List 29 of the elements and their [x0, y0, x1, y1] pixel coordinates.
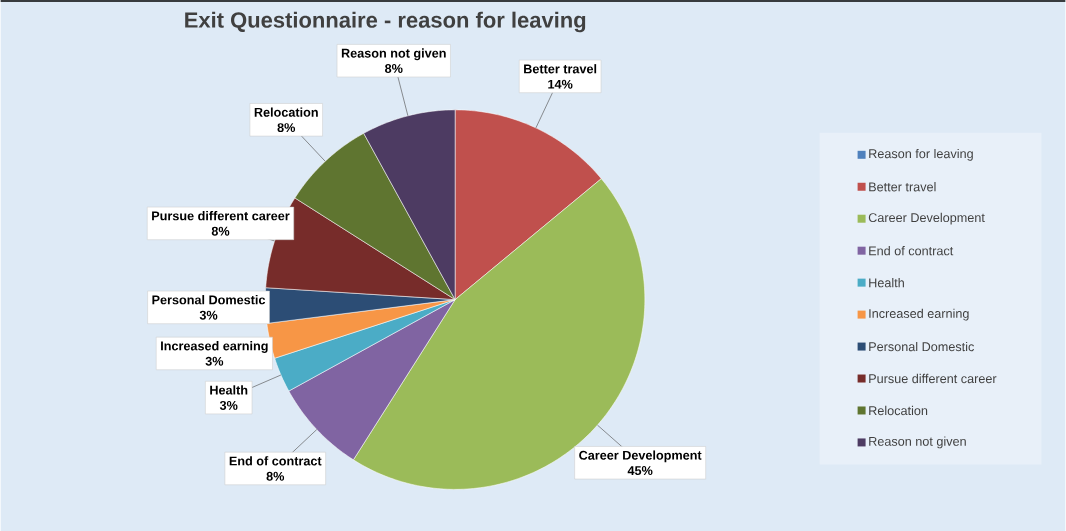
- slice-label: Career Development: [579, 450, 702, 463]
- legend-label: Reason for leaving: [869, 148, 973, 161]
- slice-label: End of contract: [229, 456, 322, 466]
- data-label: 45%: [627, 465, 653, 475]
- data-label: 3%: [205, 356, 224, 366]
- slice-label: Increased earning: [161, 340, 268, 353]
- slice-label: Reason not given: [341, 48, 446, 61]
- slice-label: Pursue different career: [152, 210, 290, 221]
- chart-title: Exit Questionnaire - reason for leaving: [185, 11, 586, 33]
- data-label: 8%: [266, 471, 285, 481]
- legend-label: Increased earning: [869, 308, 969, 321]
- slice-label: Better travel: [524, 63, 597, 74]
- legend-label: Pursue different career: [869, 373, 997, 384]
- data-label: 3%: [199, 310, 218, 320]
- slice-label: Personal Domestic: [152, 294, 266, 305]
- data-label: 8%: [277, 122, 296, 132]
- legend-label: Reason not given: [869, 436, 966, 449]
- legend-label: Better travel: [869, 181, 936, 192]
- data-label: 3%: [219, 400, 238, 410]
- legend-label: Career Development: [868, 212, 985, 225]
- data-label: 8%: [211, 226, 230, 236]
- slice-label: Relocation: [254, 107, 318, 117]
- slice-label: Health: [210, 385, 248, 395]
- data-label: 14%: [548, 79, 573, 89]
- legend-label: Personal Domestic: [869, 341, 974, 352]
- legend-label: End of contract: [869, 245, 954, 256]
- legend-label: Relocation: [869, 405, 928, 415]
- legend-label: Health: [869, 277, 904, 288]
- data-label: 8%: [385, 63, 403, 73]
